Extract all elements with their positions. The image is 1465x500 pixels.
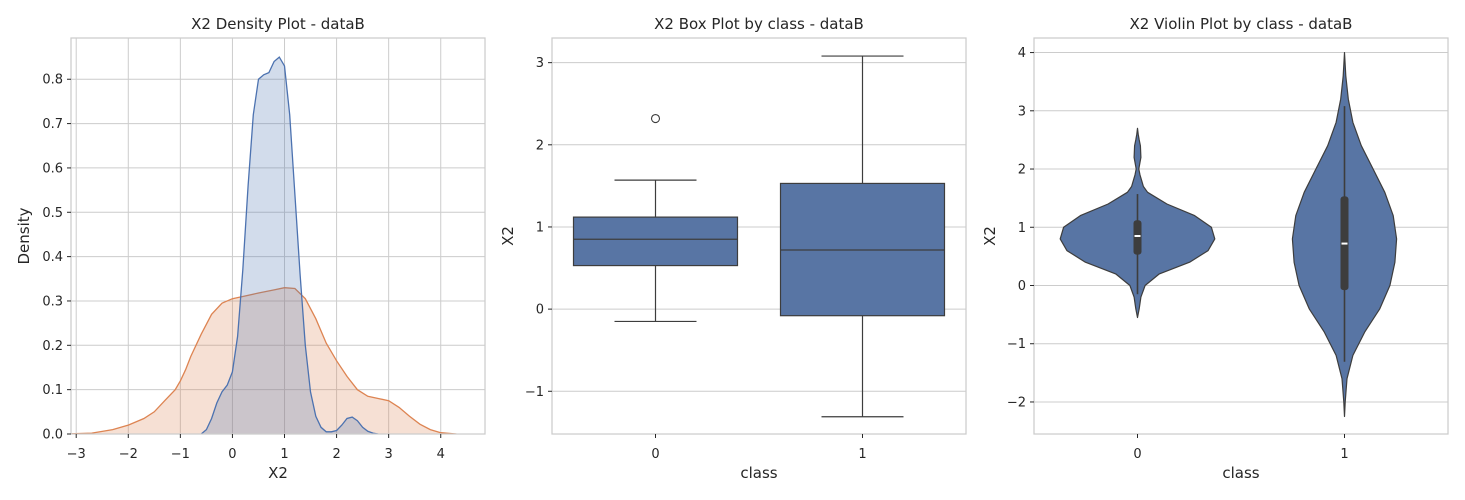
y-tick-label: −1 xyxy=(525,385,544,400)
density-ticks: 0.0 0.1 0.2 0.3 0.4 0.5 0.6 0.7 0.8 −3 −2 −1 0 1 2 3 4 xyxy=(42,73,445,462)
density-series xyxy=(71,56,457,434)
y-tick-label: 0.0 xyxy=(42,428,63,443)
density-title: X2 Density Plot - dataB xyxy=(191,15,365,33)
y-tick-label: 0.5 xyxy=(42,206,63,221)
x-tick-label: −3 xyxy=(67,447,86,462)
y-tick-label: 0.8 xyxy=(42,73,63,88)
y-tick-label: 0 xyxy=(536,303,544,318)
density-xlabel: X2 xyxy=(268,464,288,482)
box-xlabel: class xyxy=(740,464,777,482)
y-tick-label: 2 xyxy=(1018,163,1026,178)
y-tick-label: 4 xyxy=(1018,46,1026,61)
x-tick-label: 1 xyxy=(280,447,288,462)
x-tick-label: 3 xyxy=(385,447,393,462)
box-iqr-class-0 xyxy=(572,216,739,267)
density-area-class-0 xyxy=(201,57,379,434)
y-tick-label: 3 xyxy=(536,56,544,71)
y-tick-label: 3 xyxy=(1018,104,1026,119)
density-area-class-1 xyxy=(71,287,457,434)
box-title: X2 Box Plot by class - dataB xyxy=(654,15,864,33)
y-tick-label: 0.6 xyxy=(42,161,63,176)
box-ylabel: X2 xyxy=(499,226,517,246)
x-tick-label: 1 xyxy=(858,447,866,462)
x-tick-label: 4 xyxy=(437,447,445,462)
violin-ticks: −2 −1 0 1 2 3 4 0 1 xyxy=(1007,46,1349,462)
density-panel: 0.0 0.1 0.2 0.3 0.4 0.5 0.6 0.7 0.8 −3 −2 −1 0 1 2 3 4 X… xyxy=(15,15,486,482)
x-tick-label: 0 xyxy=(1133,447,1141,462)
y-tick-label: 0.1 xyxy=(42,383,63,398)
y-tick-label: 0 xyxy=(1018,279,1026,294)
box-panel: −1 0 1 2 3 0 1 X2 Box Plot by class - dataB cl… xyxy=(499,15,967,482)
box-ticks: −1 0 1 2 3 0 1 xyxy=(525,56,867,462)
violin-xlabel: class xyxy=(1222,464,1259,482)
density-ylabel: Density xyxy=(15,207,33,264)
x-tick-label: 1 xyxy=(1340,447,1348,462)
violin-ylabel: X2 xyxy=(981,226,999,246)
box-outlier xyxy=(650,113,661,124)
y-tick-label: 1 xyxy=(1018,221,1026,236)
y-tick-label: −2 xyxy=(1007,395,1026,410)
density-line-class-1 xyxy=(71,287,457,434)
y-tick-label: −1 xyxy=(1007,337,1026,352)
density-axes-frame xyxy=(70,37,486,435)
violin-title: X2 Violin Plot by class - dataB xyxy=(1130,15,1353,33)
y-tick-label: 0.4 xyxy=(42,250,63,265)
y-tick-label: 0.3 xyxy=(42,294,63,309)
y-tick-label: 1 xyxy=(536,220,544,235)
violin-axes-frame xyxy=(1033,37,1449,435)
x-tick-label: 2 xyxy=(332,447,340,462)
density-line-class-0 xyxy=(200,56,379,434)
violin-panel: −2 −1 0 1 2 3 4 0 1 X2 Violin Plot by class - da… xyxy=(981,15,1449,482)
box-axes-frame xyxy=(551,37,967,435)
violin-iqr-bar xyxy=(1133,220,1142,255)
x-tick-label: −1 xyxy=(171,447,190,462)
x-tick-label: 0 xyxy=(651,447,659,462)
x-tick-label: −2 xyxy=(119,447,138,462)
y-tick-label: 0.2 xyxy=(42,339,63,354)
y-tick-label: 0.7 xyxy=(42,117,63,132)
box-series xyxy=(572,55,946,418)
x-tick-label: 0 xyxy=(228,447,236,462)
y-tick-label: 2 xyxy=(536,138,544,153)
violin-series xyxy=(1059,52,1398,418)
